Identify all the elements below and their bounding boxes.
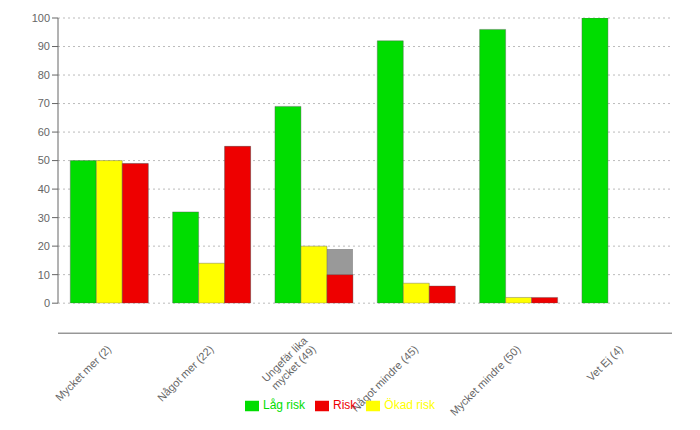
svg-text:Mycket mindre (50): Mycket mindre (50)	[448, 343, 523, 418]
svg-text:100: 100	[32, 12, 50, 24]
svg-text:80: 80	[38, 69, 50, 81]
svg-text:Vet Ej (4): Vet Ej (4)	[584, 343, 624, 383]
svg-text:60: 60	[38, 126, 50, 138]
svg-text:70: 70	[38, 97, 50, 109]
svg-text:Mycket mer (2): Mycket mer (2)	[53, 343, 113, 403]
svg-text:30: 30	[38, 212, 50, 224]
svg-text:20: 20	[38, 240, 50, 252]
svg-text:10: 10	[38, 269, 50, 281]
svg-text:40: 40	[38, 183, 50, 195]
svg-text:Ungefär likamycket (49): Ungefär likamycket (49)	[259, 334, 318, 393]
svg-text:90: 90	[38, 40, 50, 52]
svg-text:50: 50	[38, 154, 50, 166]
svg-text:Något mer (22): Något mer (22)	[155, 343, 216, 404]
svg-text:0: 0	[44, 297, 50, 309]
svg-text:Något mindre (45): Något mindre (45)	[349, 343, 420, 414]
